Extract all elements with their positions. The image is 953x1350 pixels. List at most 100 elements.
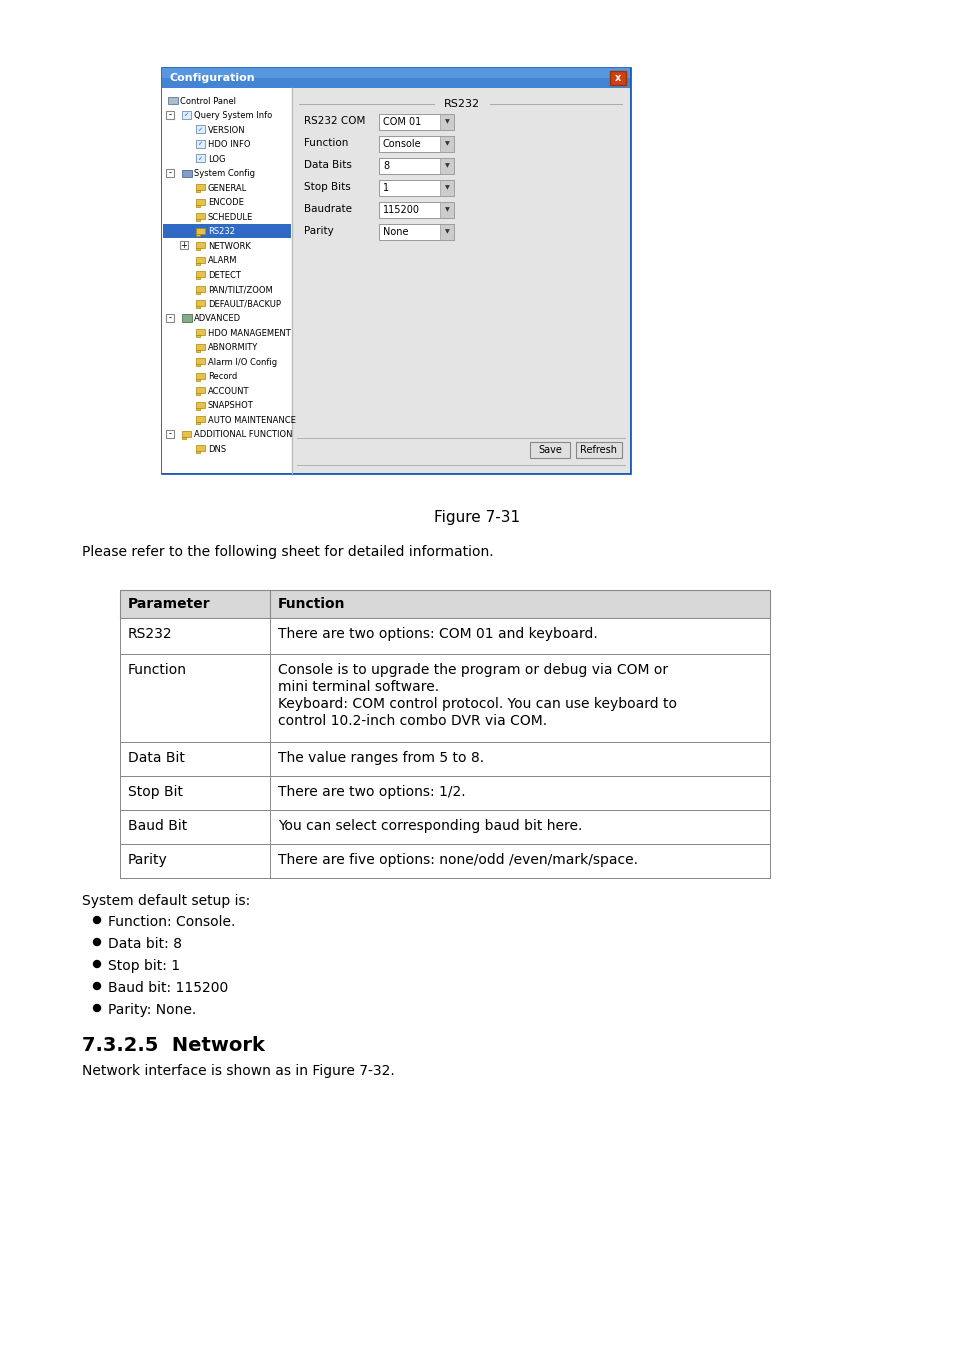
Bar (195, 379, 200, 381)
Bar (378, 202, 454, 217)
Text: Figure 7-31: Figure 7-31 (434, 510, 519, 525)
Bar (195, 234, 200, 236)
Text: Data Bit: Data Bit (128, 751, 185, 765)
Text: ✓: ✓ (197, 127, 202, 132)
Bar (195, 263, 200, 265)
Text: AUTO MAINTENANCE: AUTO MAINTENANCE (208, 416, 295, 425)
Bar (120, 743, 769, 776)
Bar (195, 184, 205, 190)
Bar (439, 136, 454, 153)
Text: Baud Bit: Baud Bit (128, 819, 187, 833)
Circle shape (93, 917, 100, 923)
Bar (378, 113, 454, 130)
Bar (162, 88, 292, 472)
Bar (182, 111, 191, 119)
Text: -: - (169, 111, 172, 119)
Bar (195, 190, 200, 192)
Text: Query System Info: Query System Info (193, 111, 272, 120)
Bar (195, 329, 205, 335)
Text: ✓: ✓ (183, 112, 189, 117)
Text: Alarm I/O Config: Alarm I/O Config (208, 358, 276, 367)
Circle shape (93, 1004, 100, 1011)
Text: -: - (169, 429, 172, 439)
Text: LOG: LOG (208, 155, 225, 163)
Bar (439, 202, 454, 217)
Text: ALARM: ALARM (208, 256, 237, 265)
Bar (195, 358, 205, 364)
Bar (439, 113, 454, 130)
Circle shape (93, 960, 100, 968)
Text: Function: Function (304, 138, 348, 148)
Text: -: - (169, 313, 172, 323)
Bar (195, 256, 205, 263)
Bar (168, 97, 178, 104)
Text: DETECT: DETECT (208, 271, 240, 279)
Text: x: x (615, 73, 620, 82)
Bar (195, 277, 200, 279)
Text: ADVANCED: ADVANCED (193, 315, 241, 323)
Bar (162, 68, 629, 88)
Bar (182, 437, 186, 439)
Text: Network interface is shown as in Figure 7-32.: Network interface is shown as in Figure … (82, 1064, 395, 1079)
Bar (439, 180, 454, 196)
Text: Stop bit: 1: Stop bit: 1 (108, 958, 180, 973)
Text: ▼: ▼ (444, 230, 449, 235)
Text: DNS: DNS (208, 444, 226, 454)
Text: Data bit: 8: Data bit: 8 (108, 937, 182, 950)
Text: There are two options: 1/2.: There are two options: 1/2. (277, 784, 465, 799)
Text: Data Bits: Data Bits (304, 161, 352, 170)
Bar (195, 416, 205, 423)
Text: VERSION: VERSION (208, 126, 245, 135)
Text: NETWORK: NETWORK (208, 242, 251, 251)
Bar (195, 300, 205, 306)
Text: DEFAULT/BACKUP: DEFAULT/BACKUP (208, 300, 281, 309)
Text: Function: Function (128, 663, 187, 676)
Bar (195, 335, 200, 338)
Bar (195, 306, 200, 308)
Bar (195, 228, 205, 234)
Bar (166, 429, 173, 437)
Bar (182, 431, 191, 437)
Bar (195, 140, 205, 147)
Circle shape (93, 938, 100, 945)
Text: 8: 8 (382, 161, 389, 171)
Bar (195, 248, 200, 250)
Text: Function: Function (277, 597, 345, 612)
Text: ACCOUNT: ACCOUNT (208, 386, 250, 396)
Text: SCHEDULE: SCHEDULE (208, 213, 253, 221)
Bar (195, 387, 205, 393)
Text: GENERAL: GENERAL (208, 184, 247, 193)
Text: Console is to upgrade the program or debug via COM or: Console is to upgrade the program or deb… (277, 663, 667, 676)
Text: Parity: Parity (128, 853, 168, 867)
Text: Control Panel: Control Panel (180, 97, 235, 105)
Bar (378, 136, 454, 153)
Text: Function: Console.: Function: Console. (108, 915, 235, 929)
Text: 1: 1 (382, 184, 389, 193)
Text: mini terminal software.: mini terminal software. (277, 680, 438, 694)
Bar (162, 68, 629, 472)
Text: Stop Bits: Stop Bits (304, 182, 351, 192)
Text: Baudrate: Baudrate (304, 204, 352, 215)
Bar (378, 224, 454, 240)
Text: RS232: RS232 (128, 626, 172, 641)
Bar (120, 590, 769, 618)
Text: ✓: ✓ (197, 155, 202, 161)
Bar (195, 408, 200, 410)
Text: Keyboard: COM control protocol. You can use keyboard to: Keyboard: COM control protocol. You can … (277, 697, 677, 711)
Text: ADDITIONAL FUNCTION: ADDITIONAL FUNCTION (193, 431, 293, 439)
Bar (195, 198, 205, 205)
Text: control 10.2-inch combo DVR via COM.: control 10.2-inch combo DVR via COM. (277, 714, 547, 728)
Bar (163, 224, 291, 238)
Bar (120, 844, 769, 878)
Bar (195, 154, 205, 162)
Bar (195, 126, 205, 134)
Circle shape (93, 983, 100, 990)
Text: Save: Save (537, 446, 561, 455)
Bar (576, 441, 621, 458)
Bar (530, 441, 569, 458)
Text: -: - (169, 169, 172, 177)
Bar (195, 402, 205, 408)
Bar (195, 271, 205, 277)
Text: RS232: RS232 (443, 99, 479, 109)
Bar (120, 776, 769, 810)
